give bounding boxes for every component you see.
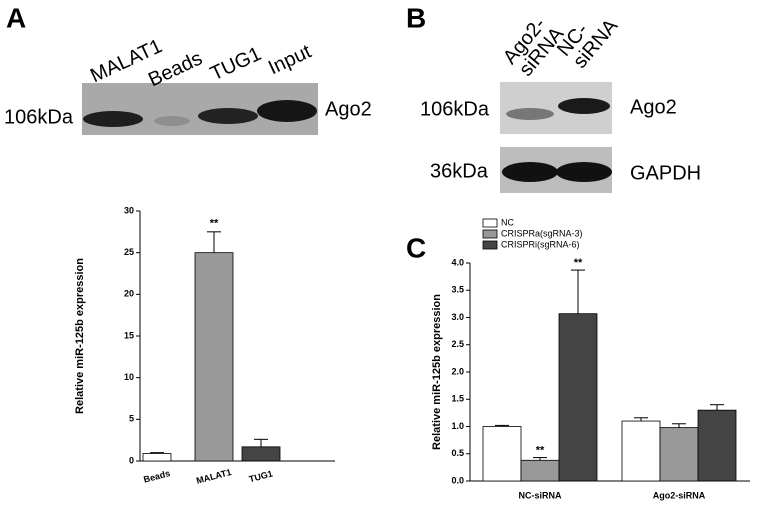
marker-label: 106kDa — [4, 106, 74, 128]
y-axis-label: Relative miR-125b expression — [431, 294, 443, 450]
protein-label: Ago2 — [630, 96, 677, 118]
y-tick-label: 1.5 — [451, 394, 464, 404]
legend-label: CRISPRa(sgRNA-3) — [501, 228, 583, 238]
x-tick-label: Ago2-siRNA — [653, 490, 706, 500]
y-tick-label: 0.0 — [451, 475, 464, 485]
y-tick-label: 15 — [124, 330, 134, 340]
y-tick-label: 4.0 — [451, 257, 464, 267]
y-tick-label: 5 — [129, 414, 134, 424]
x-tick-label: NC-siRNA — [518, 490, 562, 500]
bar — [142, 453, 172, 462]
y-tick-label: 25 — [124, 247, 134, 257]
band — [558, 98, 610, 114]
panel-label: A — [6, 2, 26, 33]
legend-label: NC — [501, 217, 514, 227]
bar — [621, 420, 661, 482]
bar — [482, 426, 522, 482]
band — [506, 108, 554, 120]
marker-label: 106kDa — [420, 98, 490, 120]
bar — [194, 252, 234, 462]
y-tick-label: 2.5 — [451, 339, 464, 349]
band — [154, 116, 190, 126]
panel-label: C — [406, 232, 426, 263]
y-tick-label: 10 — [124, 372, 134, 382]
band — [83, 111, 143, 127]
legend-swatch — [482, 240, 498, 250]
band — [198, 108, 258, 124]
annotation: ** — [210, 218, 219, 230]
marker-label: 36kDa — [430, 160, 489, 182]
y-tick-label: 30 — [124, 205, 134, 215]
bar — [558, 313, 598, 482]
bar — [520, 459, 560, 482]
bar — [697, 409, 737, 482]
x-tick-label: TUG1 — [248, 468, 274, 484]
protein-label: GAPDH — [630, 162, 701, 184]
annotation: ** — [536, 444, 545, 456]
y-tick-label: 20 — [124, 289, 134, 299]
legend-swatch — [482, 218, 498, 228]
annotation: ** — [574, 257, 583, 269]
x-tick-label: Beads — [142, 468, 171, 485]
band — [257, 100, 317, 122]
bar — [659, 427, 699, 482]
bar — [241, 446, 281, 462]
lane-label: TUG1 — [207, 43, 265, 85]
band — [556, 162, 612, 182]
y-tick-label: 3.5 — [451, 285, 464, 295]
panel-label: B — [406, 2, 426, 33]
band — [502, 162, 558, 182]
y-tick-label: 1.0 — [451, 421, 464, 431]
legend-swatch — [482, 229, 498, 239]
y-axis-label: Relative miR-125b expression — [74, 258, 86, 414]
protein-label: Ago2 — [325, 98, 372, 120]
legend-label: CRISPRi(sgRNA-6) — [501, 239, 580, 249]
x-tick-label: MALAT1 — [195, 467, 232, 486]
y-tick-label: 0.5 — [451, 448, 464, 458]
lane-label: Input — [265, 40, 315, 79]
y-tick-label: 3.0 — [451, 312, 464, 322]
y-tick-label: 0 — [129, 455, 134, 465]
y-tick-label: 2.0 — [451, 366, 464, 376]
